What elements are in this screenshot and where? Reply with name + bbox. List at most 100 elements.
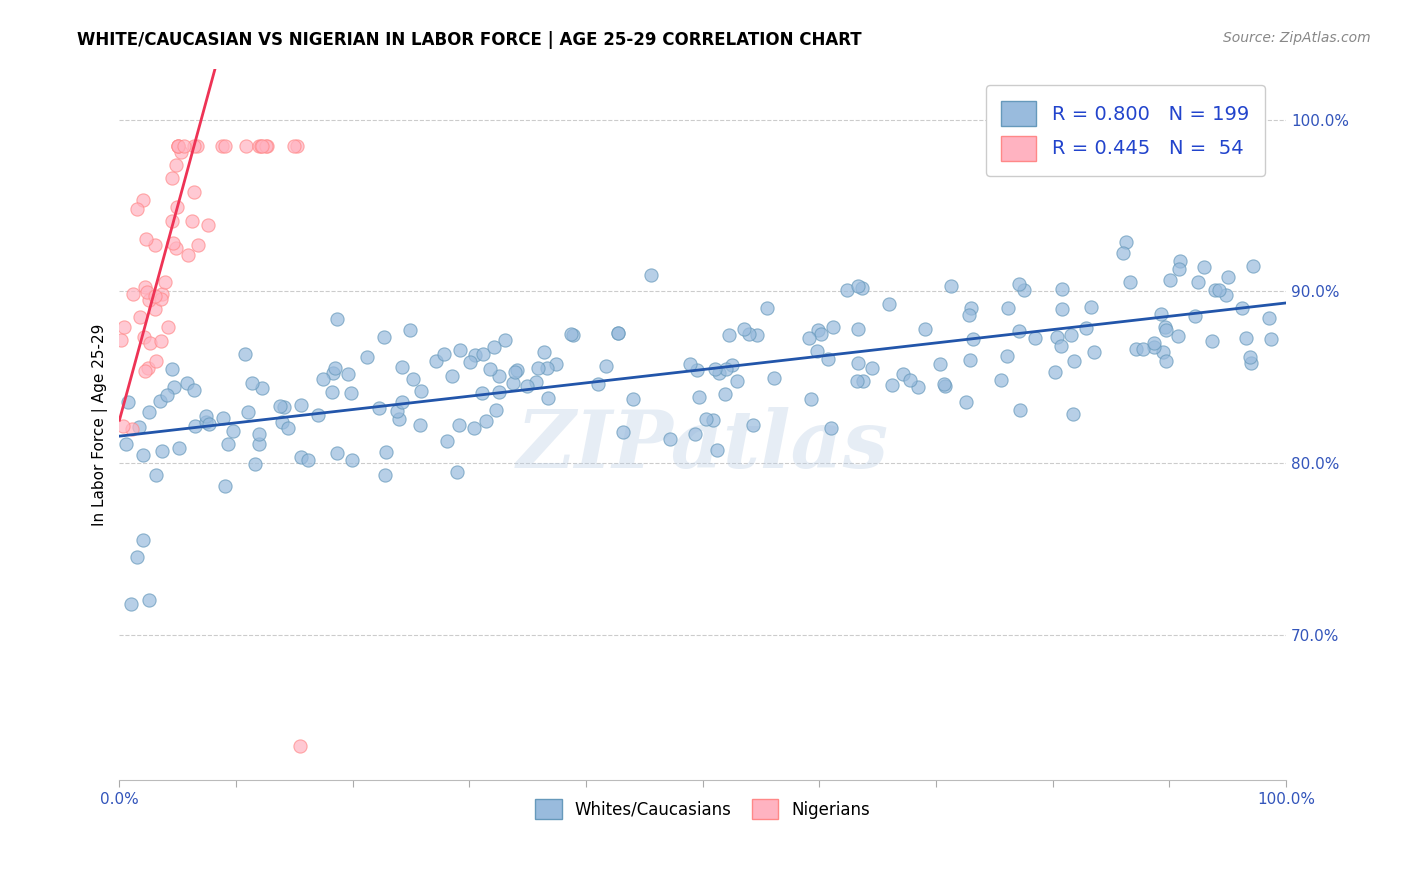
Point bbox=[686, 363, 709, 377]
Point bbox=[823, 320, 845, 334]
Y-axis label: In Labor Force | Age 25-29: In Labor Force | Age 25-29 bbox=[93, 323, 108, 525]
Point bbox=[1159, 273, 1181, 287]
Point bbox=[464, 348, 486, 362]
Point bbox=[882, 378, 904, 392]
Point bbox=[181, 214, 204, 228]
Point bbox=[1012, 283, 1035, 297]
Point bbox=[145, 354, 167, 368]
Point bbox=[941, 279, 963, 293]
Point bbox=[1153, 319, 1175, 334]
Point bbox=[138, 404, 160, 418]
Point bbox=[852, 375, 875, 389]
Point bbox=[763, 371, 786, 385]
Point bbox=[1083, 345, 1105, 359]
Point bbox=[586, 376, 609, 391]
Point bbox=[388, 411, 411, 425]
Point bbox=[214, 479, 236, 493]
Point bbox=[817, 352, 839, 367]
Point bbox=[851, 281, 873, 295]
Point bbox=[503, 365, 526, 379]
Point bbox=[1119, 275, 1142, 289]
Point bbox=[449, 418, 471, 433]
Point bbox=[995, 350, 1018, 364]
Point bbox=[595, 359, 617, 373]
Point bbox=[820, 421, 842, 435]
Point bbox=[1154, 324, 1177, 338]
Point bbox=[472, 347, 495, 361]
Point bbox=[211, 138, 233, 153]
Point bbox=[997, 301, 1019, 315]
Point bbox=[307, 408, 329, 422]
Point bbox=[128, 420, 150, 434]
Point bbox=[756, 301, 779, 315]
Point bbox=[713, 387, 735, 401]
Point bbox=[1046, 330, 1069, 344]
Point bbox=[1115, 235, 1137, 250]
Point bbox=[714, 361, 737, 376]
Point bbox=[1218, 269, 1240, 284]
Point bbox=[1052, 302, 1074, 317]
Point bbox=[524, 376, 547, 390]
Point bbox=[1143, 340, 1166, 354]
Point bbox=[132, 448, 155, 462]
Point bbox=[1187, 275, 1209, 289]
Point bbox=[502, 376, 524, 391]
Point bbox=[194, 409, 217, 423]
Point bbox=[271, 415, 294, 429]
Point bbox=[391, 395, 413, 409]
Point bbox=[145, 289, 167, 303]
Point bbox=[233, 347, 256, 361]
Point bbox=[1076, 320, 1098, 334]
Point bbox=[907, 380, 929, 394]
Point bbox=[125, 202, 148, 216]
Point bbox=[799, 392, 821, 406]
Point bbox=[143, 238, 166, 252]
Point bbox=[326, 312, 349, 326]
Point bbox=[148, 394, 170, 409]
Point bbox=[326, 446, 349, 460]
Point bbox=[506, 362, 529, 376]
Point bbox=[290, 739, 312, 753]
Point bbox=[152, 444, 174, 458]
Point bbox=[460, 355, 482, 369]
Point bbox=[285, 138, 308, 153]
Point bbox=[197, 218, 219, 232]
Text: WHITE/CAUCASIAN VS NIGERIAN IN LABOR FORCE | AGE 25-29 CORRELATION CHART: WHITE/CAUCASIAN VS NIGERIAN IN LABOR FOR… bbox=[77, 31, 862, 49]
Point bbox=[1208, 283, 1230, 297]
Point bbox=[475, 414, 498, 428]
Point bbox=[411, 384, 433, 398]
Point bbox=[725, 374, 748, 388]
Point bbox=[621, 392, 644, 406]
Point bbox=[1062, 408, 1084, 422]
Point bbox=[955, 395, 977, 409]
Point bbox=[1060, 327, 1083, 342]
Point bbox=[342, 452, 364, 467]
Point bbox=[166, 138, 188, 153]
Point bbox=[479, 361, 502, 376]
Point bbox=[1112, 246, 1135, 260]
Point bbox=[879, 297, 901, 311]
Point bbox=[860, 361, 883, 376]
Point bbox=[149, 292, 172, 306]
Point bbox=[1080, 300, 1102, 314]
Point bbox=[741, 417, 763, 432]
Point bbox=[112, 419, 135, 434]
Point bbox=[134, 280, 156, 294]
Point bbox=[160, 171, 183, 186]
Point bbox=[110, 333, 132, 347]
Point bbox=[1154, 353, 1177, 368]
Point bbox=[122, 286, 145, 301]
Point bbox=[125, 550, 148, 565]
Point bbox=[217, 437, 239, 451]
Point bbox=[1050, 282, 1073, 296]
Point bbox=[516, 379, 538, 393]
Point bbox=[846, 322, 869, 336]
Point bbox=[385, 404, 408, 418]
Point bbox=[659, 432, 682, 446]
Point bbox=[290, 398, 312, 412]
Point bbox=[1215, 288, 1237, 302]
Point bbox=[898, 372, 921, 386]
Point bbox=[277, 421, 299, 435]
Point bbox=[1168, 261, 1191, 276]
Point bbox=[526, 361, 548, 376]
